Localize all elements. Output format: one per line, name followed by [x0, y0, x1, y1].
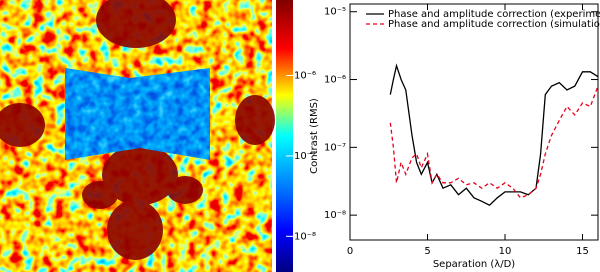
colorbar-tick-label: 10⁻⁷	[294, 151, 316, 162]
contrast-map	[0, 0, 275, 272]
x-tick-label: 5	[424, 246, 430, 257]
x-tick-label: 0	[347, 246, 353, 257]
y-tick-label: 10⁻⁸	[324, 210, 346, 221]
x-tick-label: 15	[576, 246, 589, 257]
y-tick-label: 10⁻⁷	[324, 142, 346, 153]
series-line	[389, 63, 599, 206]
legend-label: Phase and amplitude correction (experime…	[388, 9, 600, 20]
series-line	[389, 85, 599, 199]
y-tick-label: 10⁻⁵	[324, 7, 346, 18]
legend-label: Phase and amplitude correction (simulati…	[388, 19, 600, 30]
colorbar-tick-label: 10⁻⁸	[294, 231, 316, 242]
colorbar-tick-label: 10⁻⁶	[294, 71, 316, 82]
y-tick-label: 10⁻⁶	[324, 75, 346, 86]
colorbar	[276, 0, 293, 272]
x-axis-label: Separation (λ/D)	[433, 259, 515, 270]
colorbar-label: Contrast (RMS)	[309, 98, 320, 174]
plot-frame	[349, 3, 599, 241]
x-tick-label: 10	[499, 246, 512, 257]
